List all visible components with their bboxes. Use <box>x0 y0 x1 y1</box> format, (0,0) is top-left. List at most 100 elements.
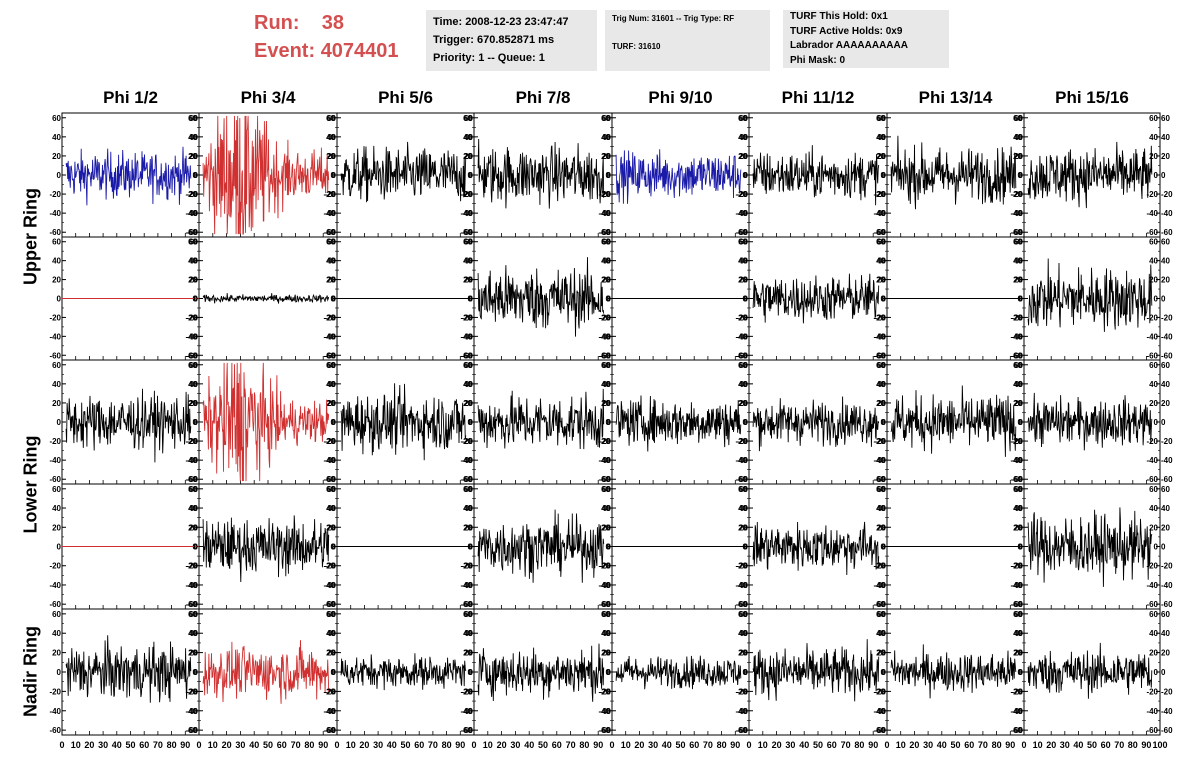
ytick-label-inner: -20 <box>598 437 610 446</box>
waveform-r4-c6 <box>890 644 1017 699</box>
xtick-label: 0 <box>609 740 614 750</box>
ytick-label-inner: 20 <box>188 523 197 532</box>
ytick-label-inner: -20 <box>460 687 472 696</box>
ytick-label-inner: -40 <box>323 581 335 590</box>
xtick-label: 50 <box>813 740 823 750</box>
trig-num-text: Trig Num: 31601 -- Trig Type: RF <box>612 14 735 23</box>
ytick-label: -40 <box>49 707 61 716</box>
ytick-label: 40 <box>327 629 336 638</box>
ytick-label-right: 40 <box>1161 629 1170 638</box>
ytick-label: 0 <box>1019 543 1024 552</box>
ytick-label: 20 <box>877 399 886 408</box>
ytick-label-inner: -60 <box>185 228 197 237</box>
ytick-label: 0 <box>57 418 62 427</box>
ytick-label-inner: -20 <box>1146 437 1158 446</box>
ytick-label-inner: 60 <box>188 610 197 619</box>
ytick-label-right: 60 <box>1161 238 1170 247</box>
labrador-text: Labrador AAAAAAAAAA <box>790 40 908 51</box>
ytick-label: 60 <box>327 114 336 123</box>
ytick-label: -20 <box>1011 562 1023 571</box>
ytick-label: -20 <box>49 190 61 199</box>
ytick-label-right: -60 <box>1161 726 1173 735</box>
ytick-label: 40 <box>739 257 748 266</box>
ytick-label: 20 <box>327 523 336 532</box>
ytick-label-inner: -60 <box>323 600 335 609</box>
ytick-label-inner: -20 <box>1146 562 1158 571</box>
waveform-r2-c7 <box>1027 392 1153 451</box>
phi-title-1: Phi 1/2 <box>103 88 158 107</box>
ytick-label: -60 <box>736 351 748 360</box>
ytick-label-inner: -20 <box>185 437 197 446</box>
ytick-label: 20 <box>327 399 336 408</box>
ytick-label-inner: 40 <box>876 629 885 638</box>
ytick-label-inner: 60 <box>1149 485 1158 494</box>
ytick-label: 40 <box>602 380 611 389</box>
ytick-label-inner: 0 <box>331 668 336 677</box>
ytick-label-inner: -20 <box>598 687 610 696</box>
ytick-label-inner: -60 <box>1146 600 1158 609</box>
ytick-label: 20 <box>1014 276 1023 285</box>
turf-text: TURF: 31610 <box>612 42 661 51</box>
ytick-label: 60 <box>189 238 198 247</box>
ytick-label: 60 <box>739 238 748 247</box>
ytick-label-inner: -20 <box>873 190 885 199</box>
ytick-label: -40 <box>874 707 886 716</box>
ytick-label: -60 <box>461 600 473 609</box>
ytick-label: -20 <box>186 437 198 446</box>
ytick-label: -20 <box>599 437 611 446</box>
ytick-label-inner: 40 <box>463 504 472 513</box>
ytick-label: -60 <box>49 475 61 484</box>
ytick-label: -60 <box>736 726 748 735</box>
ytick-label: -60 <box>186 600 198 609</box>
ytick-label: 60 <box>52 238 61 247</box>
ytick-label-inner: -20 <box>1010 313 1022 322</box>
ytick-label: 60 <box>327 485 336 494</box>
ytick-label-inner: 20 <box>601 523 610 532</box>
ytick-label: 20 <box>189 152 198 161</box>
xtick-label: 80 <box>854 740 864 750</box>
xtick-label: 70 <box>153 740 163 750</box>
ytick-label-inner: -60 <box>1146 228 1158 237</box>
waveform-r2-c6 <box>890 385 1017 457</box>
ytick-label: 60 <box>327 361 336 370</box>
ytick-label: 0 <box>882 668 887 677</box>
ytick-label: 20 <box>327 152 336 161</box>
waveform-r3-c1 <box>202 515 330 583</box>
turf-active-text: TURF Active Holds: 0x9 <box>790 25 903 37</box>
ytick-label: 0 <box>469 543 474 552</box>
ytick-label: -20 <box>736 313 748 322</box>
ytick-label: -40 <box>874 332 886 341</box>
ytick-label-inner: 60 <box>738 114 747 123</box>
ytick-label-inner: 40 <box>601 504 610 513</box>
xtick-label: 60 <box>552 740 562 750</box>
ytick-label-inner: 0 <box>743 418 748 427</box>
xtick-label: 0 <box>196 740 201 750</box>
ytick-label-right: 60 <box>1161 485 1170 494</box>
ytick-label: -60 <box>599 475 611 484</box>
ytick-label-inner: -20 <box>185 190 197 199</box>
ytick-label-inner: -60 <box>873 351 885 360</box>
ytick-label-right: 0 <box>1161 418 1166 427</box>
priority-text: Priority: 1 -- Queue: 1 <box>433 52 545 64</box>
ytick-label-right: -60 <box>1161 351 1173 360</box>
ytick-label-inner: -20 <box>323 437 335 446</box>
xtick-label: 40 <box>1073 740 1083 750</box>
waveform-r0-c6 <box>890 135 1017 210</box>
ytick-label-inner: 40 <box>1149 257 1158 266</box>
ytick-label: 20 <box>52 649 61 658</box>
trigger-text: Trigger: 670.852871 ms <box>433 34 555 46</box>
ytick-label: 60 <box>602 114 611 123</box>
xtick-label: 50 <box>263 740 273 750</box>
waveform-r1-c7 <box>1027 258 1153 332</box>
xtick-label: 10 <box>758 740 768 750</box>
xtick-label: 10 <box>896 740 906 750</box>
ytick-label: 60 <box>1014 238 1023 247</box>
ytick-label: 40 <box>1014 380 1023 389</box>
ytick-label-inner: 0 <box>331 418 336 427</box>
ytick-label-inner: 60 <box>1013 361 1022 370</box>
ytick-label-inner: 20 <box>876 399 885 408</box>
run-value: 38 <box>321 12 345 34</box>
ytick-label-inner: -20 <box>185 313 197 322</box>
ytick-label: 40 <box>327 133 336 142</box>
ytick-label: -20 <box>186 687 198 696</box>
